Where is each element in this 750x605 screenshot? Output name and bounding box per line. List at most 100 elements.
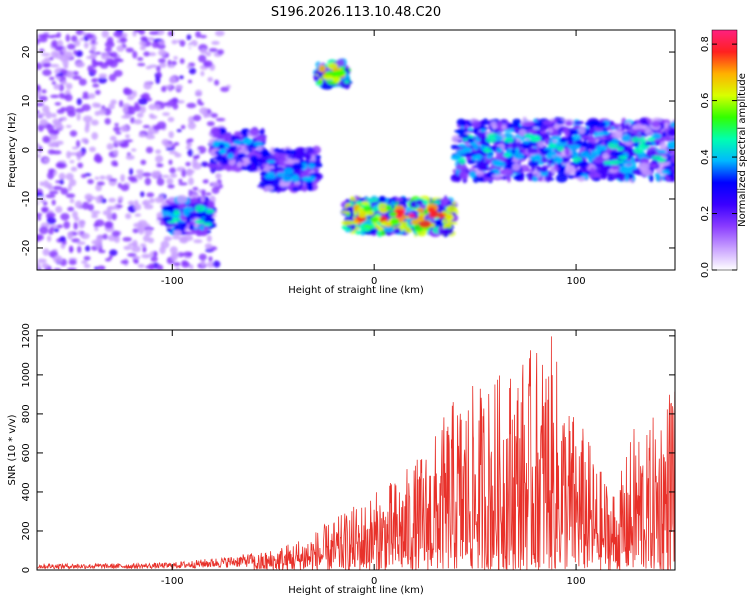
heat-blob (423, 208, 429, 215)
heat-blob (109, 178, 118, 182)
heat-blob (344, 80, 350, 84)
chart-title: S196.2026.113.10.48.C20 (271, 5, 441, 20)
heat-blob (511, 141, 518, 150)
heat-blob (156, 65, 161, 72)
heat-blob (250, 155, 258, 163)
heat-blob (116, 204, 123, 208)
heat-blob (569, 144, 581, 149)
heat-blob (37, 38, 40, 45)
heat-blob (166, 178, 174, 185)
heat-blob (119, 142, 129, 148)
heat-blob (187, 122, 197, 130)
heat-blob (150, 256, 158, 262)
heat-blob (108, 255, 113, 260)
heat-blob (179, 40, 186, 47)
heat-blob (37, 258, 47, 263)
heat-blob (200, 48, 208, 54)
heat-blob (158, 58, 166, 64)
heat-blob (77, 245, 82, 254)
heat-blob (369, 228, 379, 233)
heat-blob (176, 195, 188, 204)
heat-blob (147, 237, 155, 244)
heat-blob (279, 182, 292, 187)
heat-blob (446, 221, 458, 225)
heat-blob (194, 219, 205, 225)
heat-blob (168, 76, 177, 84)
heat-blob (111, 212, 117, 221)
heat-blob (87, 179, 94, 185)
heat-blob (91, 78, 98, 83)
heat-blob (671, 155, 675, 164)
heat-blob (143, 51, 150, 57)
heat-blob (186, 65, 192, 69)
heat-blob (70, 166, 78, 172)
y-tick-label: 400 (21, 482, 32, 501)
heat-blob (200, 196, 206, 203)
heat-blob (609, 150, 619, 157)
x-tick-label: 0 (371, 276, 377, 287)
heat-blob (137, 219, 148, 227)
colorbar-tick-label: 0.2 (700, 206, 711, 222)
x-tick-label: 0 (371, 576, 377, 587)
heat-blob (56, 76, 61, 81)
heat-blob (631, 169, 641, 175)
heat-blob (129, 168, 134, 176)
heat-blob (65, 34, 71, 42)
heat-blob (257, 145, 263, 152)
heat-blob (173, 229, 182, 236)
heat-blob (603, 160, 614, 165)
heat-blob (601, 152, 610, 160)
heat-blob (546, 152, 553, 160)
heat-blob (427, 206, 436, 214)
heat-blob (237, 152, 246, 158)
heat-blob (618, 155, 627, 160)
heat-blob (186, 44, 195, 49)
heat-blob (142, 124, 151, 129)
heat-blob (37, 262, 41, 270)
heat-blob (66, 70, 74, 79)
heat-blob (560, 158, 571, 164)
heat-blob (535, 171, 541, 179)
heat-blob (78, 78, 87, 86)
heat-blob (486, 154, 493, 160)
heat-blob (458, 133, 470, 139)
heat-blob (359, 230, 366, 236)
heat-blob (621, 122, 626, 131)
heat-blob (503, 129, 515, 133)
heat-blob (186, 214, 191, 223)
heat-blob (118, 100, 124, 108)
heat-blob (185, 161, 191, 167)
heat-blob (92, 83, 100, 88)
heat-blob (492, 159, 503, 167)
heat-blob (92, 68, 97, 75)
heat-blob (131, 245, 142, 253)
heat-blob (496, 120, 502, 129)
heat-blob (301, 184, 308, 192)
heat-blob (51, 81, 57, 85)
heat-blob (37, 213, 43, 217)
x-tick-label: 100 (567, 576, 586, 587)
heat-blob (76, 140, 81, 148)
heat-blob (557, 162, 563, 169)
heat-blob (625, 123, 630, 131)
y-tick-label: 10 (21, 95, 32, 108)
heat-blob (134, 30, 142, 33)
spectrogram-heat (37, 30, 675, 270)
heat-blob (306, 154, 312, 161)
heat-blob (215, 173, 222, 179)
heat-blob (66, 150, 72, 159)
heat-blob (80, 151, 85, 156)
heat-blob (512, 118, 522, 125)
heat-blob (661, 119, 666, 124)
heat-blob (522, 121, 535, 127)
heat-blob (283, 167, 294, 176)
heat-blob (108, 73, 117, 82)
spectrogram-y-label: Frequency (Hz) (7, 112, 18, 188)
heat-blob (583, 141, 593, 150)
heat-blob (198, 54, 207, 63)
heat-blob (600, 145, 608, 151)
heat-blob (496, 147, 503, 154)
heat-blob (313, 70, 322, 75)
heat-blob (615, 133, 623, 139)
heat-blob (322, 75, 334, 81)
